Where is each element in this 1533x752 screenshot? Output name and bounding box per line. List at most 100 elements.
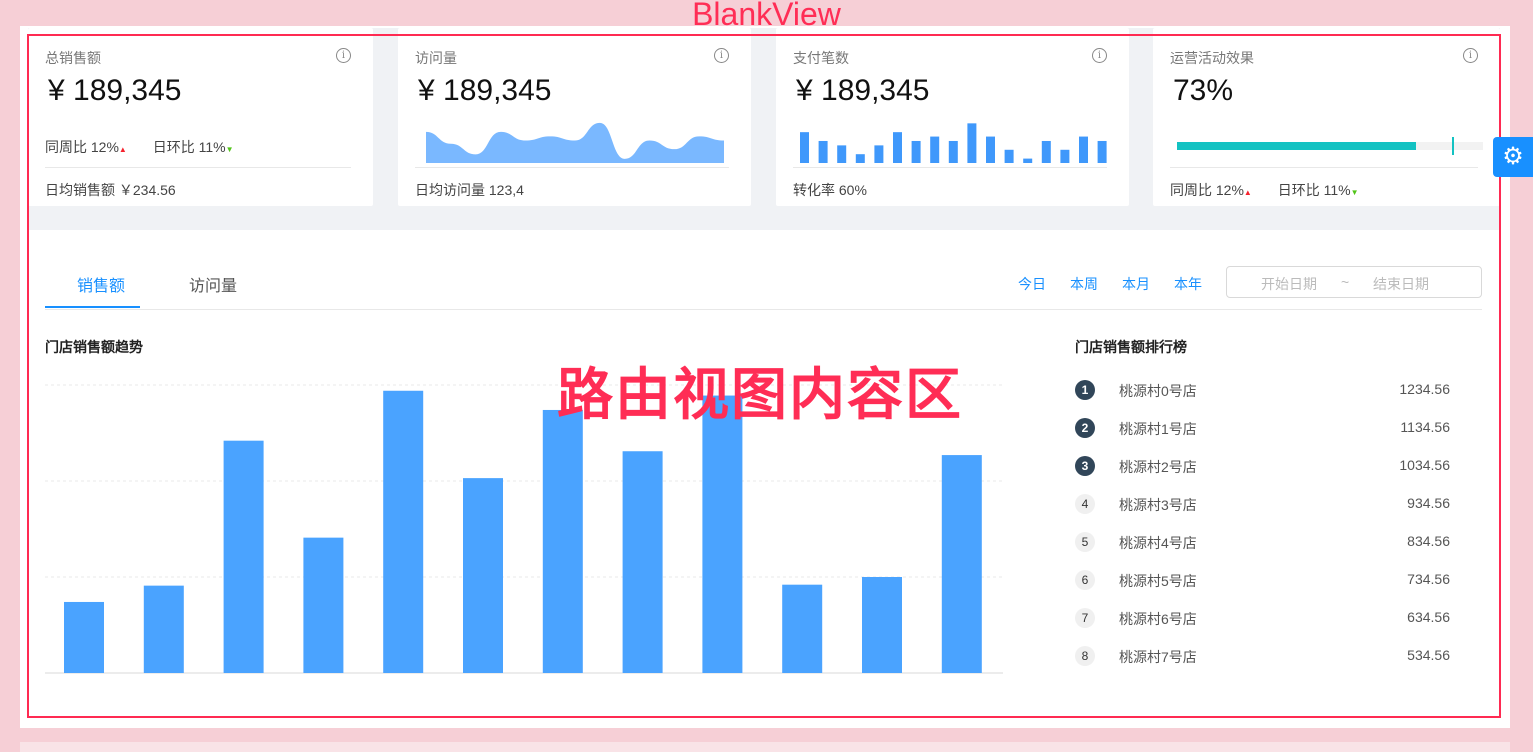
sales-bar[interactable] — [223, 440, 264, 673]
day-trend: 日环比 11% — [152, 139, 226, 155]
mini-bar — [1004, 149, 1014, 163]
tab-visits[interactable]: 访问量 — [189, 278, 238, 295]
end-date-input[interactable]: 结束日期 — [1373, 276, 1429, 292]
next-section-hint — [20, 742, 1510, 752]
mini-bar — [874, 145, 884, 163]
route-view-label: 路由视图内容区 — [557, 363, 963, 428]
caret-up-icon: ▲ — [1243, 188, 1252, 197]
ranking-row: 6 桃源村5号店 734.56 — [1075, 570, 1450, 590]
ranking-row: 5 桃源村4号店 834.56 — [1075, 532, 1450, 552]
store-name: 桃源村7号店 — [1119, 649, 1197, 665]
mini-bar — [1041, 140, 1051, 163]
start-date-input[interactable]: 开始日期 — [1261, 276, 1317, 292]
sales-bar[interactable] — [383, 390, 424, 673]
tab-ink-bar — [45, 306, 140, 308]
card-total-sales: 总销售额 i ¥ 189,345 同周比 12%▲ 日环比 11%▼ 日均销售额… — [28, 28, 373, 206]
store-name: 桃源村3号店 — [1119, 497, 1197, 513]
mini-bar — [893, 132, 902, 163]
rank-badge: 7 — [1075, 608, 1095, 628]
tab-sales[interactable]: 销售额 — [77, 278, 126, 295]
sales-bar[interactable] — [702, 395, 743, 673]
info-icon[interactable]: i — [1092, 48, 1107, 63]
sales-bar[interactable] — [622, 451, 663, 673]
store-name: 桃源村1号店 — [1119, 421, 1197, 437]
divider — [793, 167, 1107, 168]
chart-title: 门店销售额趋势 — [45, 339, 143, 355]
visits-area-chart — [426, 122, 724, 163]
sales-trend-bar-chart — [45, 384, 1003, 674]
store-sales: 1134.56 — [1400, 419, 1450, 435]
info-icon[interactable]: i — [1463, 48, 1478, 63]
trend-row: 同周比 12%▲ 日环比 11%▼ — [1170, 180, 1381, 200]
card-footer: 转化率 60% — [793, 182, 867, 198]
mini-bar — [800, 132, 809, 163]
range-today[interactable]: 今日 — [1018, 276, 1046, 292]
card-title: 运营活动效果 — [1170, 50, 1254, 66]
ranking-row: 7 桃源村6号店 634.56 — [1075, 608, 1450, 628]
sales-bar[interactable] — [64, 601, 104, 673]
range-month[interactable]: 本月 — [1122, 276, 1150, 292]
rank-badge: 1 — [1075, 380, 1095, 400]
caret-down-icon: ▼ — [1350, 188, 1359, 197]
info-icon[interactable]: i — [714, 48, 729, 63]
card-value: ¥ 189,345 — [48, 74, 182, 107]
sales-bar[interactable] — [542, 409, 583, 673]
ranking-row: 8 桃源村7号店 534.56 — [1075, 646, 1450, 666]
date-range-picker[interactable]: 开始日期 ~ 结束日期 — [1226, 266, 1482, 298]
mini-bar — [1023, 158, 1033, 163]
blankview-label: BlankView — [692, 0, 841, 32]
card-title: 访问量 — [415, 50, 457, 66]
mini-bar — [837, 145, 847, 163]
caret-up-icon: ▲ — [118, 145, 127, 154]
gear-icon[interactable]: ⚙ — [1493, 137, 1533, 177]
range-week[interactable]: 本周 — [1070, 276, 1098, 292]
card-footer: 日均访问量 123,4 — [415, 182, 524, 198]
store-sales: 1234.56 — [1399, 381, 1450, 397]
divider — [1170, 167, 1478, 168]
range-year[interactable]: 本年 — [1174, 276, 1202, 292]
card-value: 73% — [1173, 74, 1234, 107]
ranking-row: 3 桃源村2号店 1034.56 — [1075, 456, 1450, 476]
sales-bar[interactable] — [941, 455, 982, 673]
mini-bar — [986, 136, 995, 163]
payments-mini-bar-chart — [800, 123, 1107, 163]
store-sales: 534.56 — [1407, 647, 1450, 663]
week-trend: 同周比 12% — [45, 139, 119, 155]
store-name: 桃源村2号店 — [1119, 459, 1197, 475]
sales-bar[interactable] — [463, 478, 503, 673]
rank-badge: 8 — [1075, 646, 1095, 666]
rank-badge: 4 — [1075, 494, 1095, 514]
mini-bar — [818, 140, 828, 163]
store-sales: 934.56 — [1407, 495, 1450, 511]
store-sales: 834.56 — [1407, 533, 1450, 549]
store-sales: 1034.56 — [1399, 457, 1450, 473]
mini-bar — [948, 140, 958, 163]
trend-row: 同周比 12%▲ 日环比 11%▼ — [45, 137, 256, 157]
sales-bar[interactable] — [303, 537, 344, 673]
sales-bar[interactable] — [782, 584, 823, 673]
store-name: 桃源村6号店 — [1119, 611, 1197, 627]
card-title: 支付笔数 — [793, 50, 849, 66]
sales-bar[interactable] — [143, 585, 184, 673]
mini-bar — [1097, 140, 1107, 163]
divider — [45, 167, 351, 168]
caret-down-icon: ▼ — [225, 145, 234, 154]
card-campaign: 运营活动效果 i 73% 同周比 12%▲ 日环比 11%▼ — [1153, 28, 1500, 206]
info-icon[interactable]: i — [336, 48, 351, 63]
rank-badge: 2 — [1075, 418, 1095, 438]
divider — [415, 167, 729, 168]
store-name: 桃源村5号店 — [1119, 573, 1197, 589]
ranking-row: 1 桃源村0号店 1234.56 — [1075, 380, 1450, 400]
visits-area — [426, 122, 724, 163]
mini-bar — [911, 140, 921, 163]
store-name: 桃源村4号店 — [1119, 535, 1197, 551]
ranking-title: 门店销售额排行榜 — [1075, 339, 1187, 355]
week-trend: 同周比 12% — [1170, 182, 1244, 198]
ranking-row: 4 桃源村3号店 934.56 — [1075, 494, 1450, 514]
store-name: 桃源村0号店 — [1119, 383, 1197, 399]
mini-bar — [930, 136, 940, 163]
ranking-row: 2 桃源村1号店 1134.56 — [1075, 418, 1450, 438]
mini-bar — [855, 154, 865, 163]
card-title: 总销售额 — [45, 50, 101, 66]
sales-bar[interactable] — [862, 577, 902, 673]
